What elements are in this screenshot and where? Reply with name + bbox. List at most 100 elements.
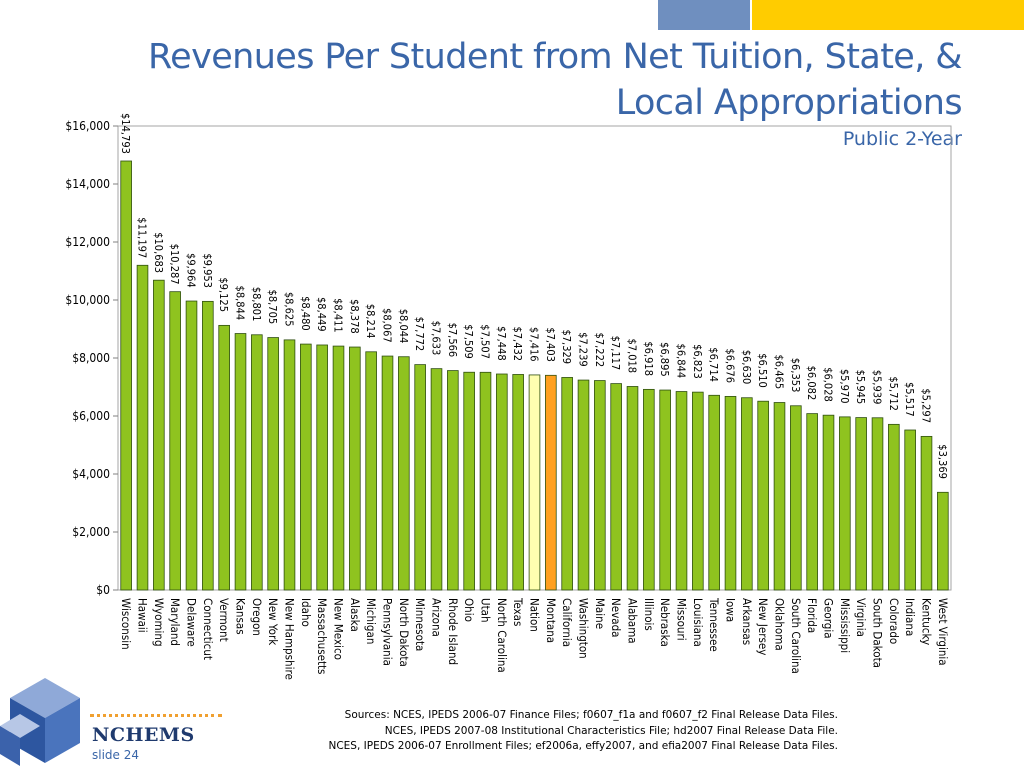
bar-value-label: $7,416	[528, 327, 541, 362]
bar	[218, 324, 230, 591]
bar-value-label: $5,939	[871, 370, 884, 405]
x-tick-label: New Mexico	[332, 598, 346, 660]
bar-value-label: $14,793	[119, 113, 132, 154]
x-tick-label: New Hampshire	[283, 598, 297, 680]
header-accent-gold	[752, 0, 1024, 30]
bar-value-label: $7,509	[462, 324, 475, 359]
x-tick-label: North Carolina	[495, 598, 509, 673]
x-tick-label: West Virginia	[936, 598, 950, 666]
bar	[447, 370, 459, 591]
chart-title: Revenues Per Student from Net Tuition, S…	[148, 37, 963, 123]
bar-value-label: $8,801	[250, 287, 263, 322]
bar-value-label: $8,844	[234, 286, 247, 321]
bar-value-label: $8,044	[397, 309, 410, 344]
bar	[594, 380, 606, 591]
bar	[479, 371, 492, 591]
x-tick-label: Massachusetts	[315, 598, 329, 674]
bar-value-label: $6,918	[642, 341, 655, 376]
bar	[414, 364, 426, 591]
bar	[790, 405, 802, 591]
bar-value-label: $5,970	[838, 369, 851, 404]
bar-chart: $0 $2,000 $4,000 $6,000 $8,000 $10,000 $12,000…	[65, 113, 952, 680]
x-tick-label: Nevada	[609, 598, 623, 637]
bar-value-label: $6,823	[691, 344, 704, 379]
logo-divider	[90, 714, 222, 717]
x-tick-label: Arizona	[430, 598, 444, 637]
bar-value-label: $7,633	[430, 321, 443, 356]
bar	[626, 386, 639, 591]
bar	[381, 355, 394, 591]
bar	[283, 339, 296, 591]
bar-value-label: $8,411	[332, 298, 345, 333]
bar-value-label: $6,676	[724, 348, 737, 383]
nchems-cube-logo	[0, 678, 80, 766]
x-tick-label: Idaho	[299, 598, 313, 627]
bar-value-label: $8,067	[381, 308, 394, 343]
x-tick-label: Delaware	[185, 598, 199, 647]
bar	[463, 371, 475, 591]
x-tick-label: Minnesota	[413, 598, 427, 651]
bar-value-label: $8,449	[315, 297, 328, 332]
source-line: NCES, IPEDS 2007-08 Institutional Charac…	[384, 724, 838, 737]
bar-value-label: $7,448	[495, 326, 508, 361]
y-tick-label: $2,000	[72, 525, 110, 539]
bar	[724, 395, 737, 591]
x-tick-label: Vermont	[217, 598, 231, 642]
x-tick-label: Pennsylvania	[381, 598, 395, 666]
bar-value-label: $8,625	[283, 292, 296, 327]
x-tick-label: Alaska	[348, 598, 362, 632]
sources-note: Sources: NCES, IPEDS 2006-07 Finance Fil…	[198, 708, 838, 755]
x-tick-label: South Carolina	[789, 598, 803, 674]
bar	[577, 379, 590, 591]
bar	[822, 414, 835, 591]
bar	[675, 391, 688, 591]
bar-value-label: $7,432	[511, 326, 524, 361]
x-tick-label: Tennessee	[707, 597, 721, 652]
x-tick-label: Connecticut	[201, 598, 215, 660]
bar-value-label: $7,772	[413, 317, 426, 352]
bar-value-label: $7,566	[446, 323, 459, 358]
x-tick-label: Colorado	[887, 598, 901, 644]
y-tick-label: $8,000	[72, 351, 110, 365]
x-tick-label: Kentucky	[920, 598, 934, 645]
x-tick-label: Utah	[479, 598, 493, 623]
x-tick-label: Washington	[577, 598, 591, 659]
x-tick-label: Wyoming	[152, 598, 166, 647]
x-tick-label: Kansas	[234, 598, 248, 635]
bar	[937, 491, 949, 591]
bar-value-label: $5,945	[854, 370, 867, 405]
bar-value-label: $3,369	[936, 444, 949, 479]
bar	[659, 389, 671, 591]
x-tick-label: North Dakota	[397, 598, 411, 667]
bar	[871, 417, 884, 591]
x-tick-label: Alabama	[626, 598, 640, 644]
bar-value-label: $6,028	[822, 367, 835, 402]
bar	[806, 413, 818, 591]
x-tick-label: Texas	[511, 597, 525, 626]
bar-value-label: $6,844	[675, 344, 688, 379]
bar-value-label: $6,465	[773, 355, 786, 390]
y-tick-label: $16,000	[65, 119, 110, 133]
bar-value-label: $5,297	[920, 388, 933, 423]
bar-value-label: $8,480	[299, 296, 312, 331]
bar	[773, 402, 786, 591]
bar	[757, 400, 769, 591]
bar	[561, 377, 573, 591]
slide-number: slide 24	[92, 748, 140, 762]
source-line: Sources: NCES, IPEDS 2006-07 Finance Fil…	[344, 709, 838, 721]
x-tick-label: Montana	[544, 598, 558, 643]
bar-value-label: $6,630	[740, 350, 753, 385]
bar-value-label: $7,117	[609, 336, 622, 371]
bar	[708, 394, 720, 591]
logo-text: NCHEMS	[92, 724, 195, 746]
bar	[741, 397, 753, 591]
bar	[610, 383, 622, 591]
bar-value-label: $7,403	[544, 327, 557, 362]
bar-value-label: $6,353	[789, 358, 802, 393]
bar-value-label: $8,214	[364, 304, 377, 339]
x-tick-label: Oregon	[250, 598, 264, 636]
bar-value-label: $11,197	[136, 217, 149, 258]
chart-subtitle: Public 2-Year	[842, 128, 962, 150]
x-tick-label: Maryland	[168, 598, 182, 646]
bar	[512, 374, 524, 591]
